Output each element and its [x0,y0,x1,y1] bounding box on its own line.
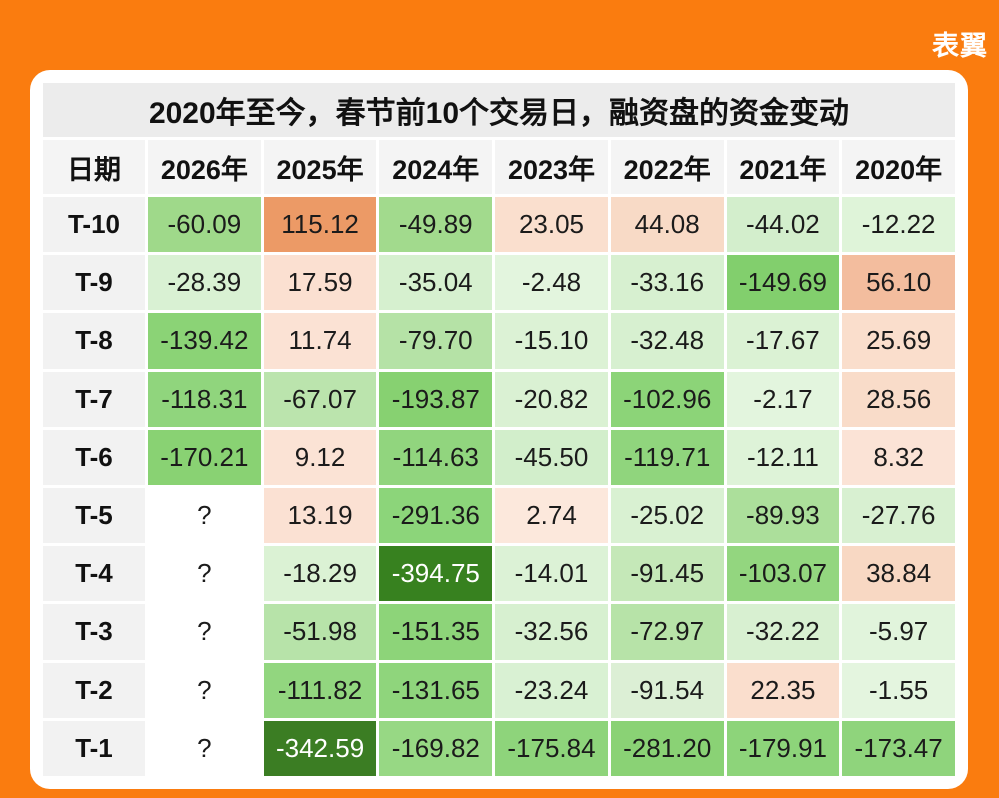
row-label: T-1 [43,720,145,776]
value-cell: ? [148,488,261,544]
value-cell: -1.55 [842,662,955,718]
value-cell: 17.59 [263,255,377,311]
value-cell: -173.47 [842,720,955,776]
row-label: T-7 [43,371,145,427]
value-cell: -51.98 [263,604,377,660]
value-cell: 25.69 [842,313,955,369]
value-cell: -79.70 [379,313,493,369]
value-cell: 11.74 [263,313,377,369]
row-label: T-8 [43,313,145,369]
value-cell: -102.96 [610,371,724,427]
value-cell: 9.12 [263,429,377,485]
header-cell-year: 2022年 [610,140,724,194]
value-cell: -23.24 [495,662,608,718]
value-cell: -89.93 [726,488,840,544]
value-cell: -60.09 [148,197,261,253]
value-cell: 22.35 [726,662,840,718]
table-card: 2020年至今，春节前10个交易日，融资盘的资金变动 日期 2026年 2025年 2… [30,70,968,789]
value-cell: ? [148,604,261,660]
value-cell: 2.74 [495,488,608,544]
value-cell: -291.36 [379,488,493,544]
value-cell: -281.20 [610,720,724,776]
header-cell-year: 2024年 [379,140,493,194]
table-title: 2020年至今，春节前10个交易日，融资盘的资金变动 [43,83,955,137]
value-cell: -32.48 [610,313,724,369]
value-cell: -35.04 [379,255,493,311]
value-cell: -91.45 [610,546,724,602]
header-cell-year: 2025年 [263,140,377,194]
value-cell: -149.69 [726,255,840,311]
row-label: T-9 [43,255,145,311]
value-cell: -49.89 [379,197,493,253]
value-cell: -25.02 [610,488,724,544]
value-cell: -18.29 [263,546,377,602]
value-cell: -17.67 [726,313,840,369]
value-cell: -151.35 [379,604,493,660]
row-label: T-5 [43,488,145,544]
value-cell: ? [148,546,261,602]
value-cell: -44.02 [726,197,840,253]
row-label: T-10 [43,197,145,253]
value-cell: -170.21 [148,429,261,485]
value-cell: -394.75 [379,546,493,602]
value-cell: 38.84 [842,546,955,602]
header-cell-year: 2023年 [495,140,608,194]
value-cell: 44.08 [610,197,724,253]
value-cell: -139.42 [148,313,261,369]
value-cell: -32.56 [495,604,608,660]
row-label: T-4 [43,546,145,602]
value-cell: 8.32 [842,429,955,485]
value-cell: -27.76 [842,488,955,544]
value-cell: -72.97 [610,604,724,660]
value-cell: -12.22 [842,197,955,253]
value-cell: -193.87 [379,371,493,427]
header-cell-year: 2026年 [148,140,261,194]
header-cell-date: 日期 [43,140,145,194]
value-cell: -114.63 [379,429,493,485]
value-cell: 13.19 [263,488,377,544]
row-label: T-6 [43,429,145,485]
value-cell: 115.12 [263,197,377,253]
value-cell: -342.59 [263,720,377,776]
row-label: T-3 [43,604,145,660]
value-cell: -45.50 [495,429,608,485]
header-cell-year: 2020年 [842,140,955,194]
value-cell: -28.39 [148,255,261,311]
value-cell: 56.10 [842,255,955,311]
value-cell: -20.82 [495,371,608,427]
value-cell: -175.84 [495,720,608,776]
value-cell: -91.54 [610,662,724,718]
header-cell-year: 2021年 [726,140,840,194]
row-label: T-2 [43,662,145,718]
value-cell: -179.91 [726,720,840,776]
value-cell: 28.56 [842,371,955,427]
value-cell: -32.22 [726,604,840,660]
value-cell: ? [148,720,261,776]
value-cell: -111.82 [263,662,377,718]
value-cell: -103.07 [726,546,840,602]
value-cell: -118.31 [148,371,261,427]
brand-logo: 表翼 [932,31,988,61]
value-cell: -2.48 [495,255,608,311]
value-cell: -5.97 [842,604,955,660]
value-cell: ? [148,662,261,718]
value-cell: -67.07 [263,371,377,427]
data-table: 2020年至今，春节前10个交易日，融资盘的资金变动 日期 2026年 2025年 2… [43,83,955,776]
value-cell: -15.10 [495,313,608,369]
value-cell: -12.11 [726,429,840,485]
value-cell: -131.65 [379,662,493,718]
value-cell: -33.16 [610,255,724,311]
value-cell: -119.71 [610,429,724,485]
value-cell: -169.82 [379,720,493,776]
value-cell: -14.01 [495,546,608,602]
value-cell: -2.17 [726,371,840,427]
value-cell: 23.05 [495,197,608,253]
